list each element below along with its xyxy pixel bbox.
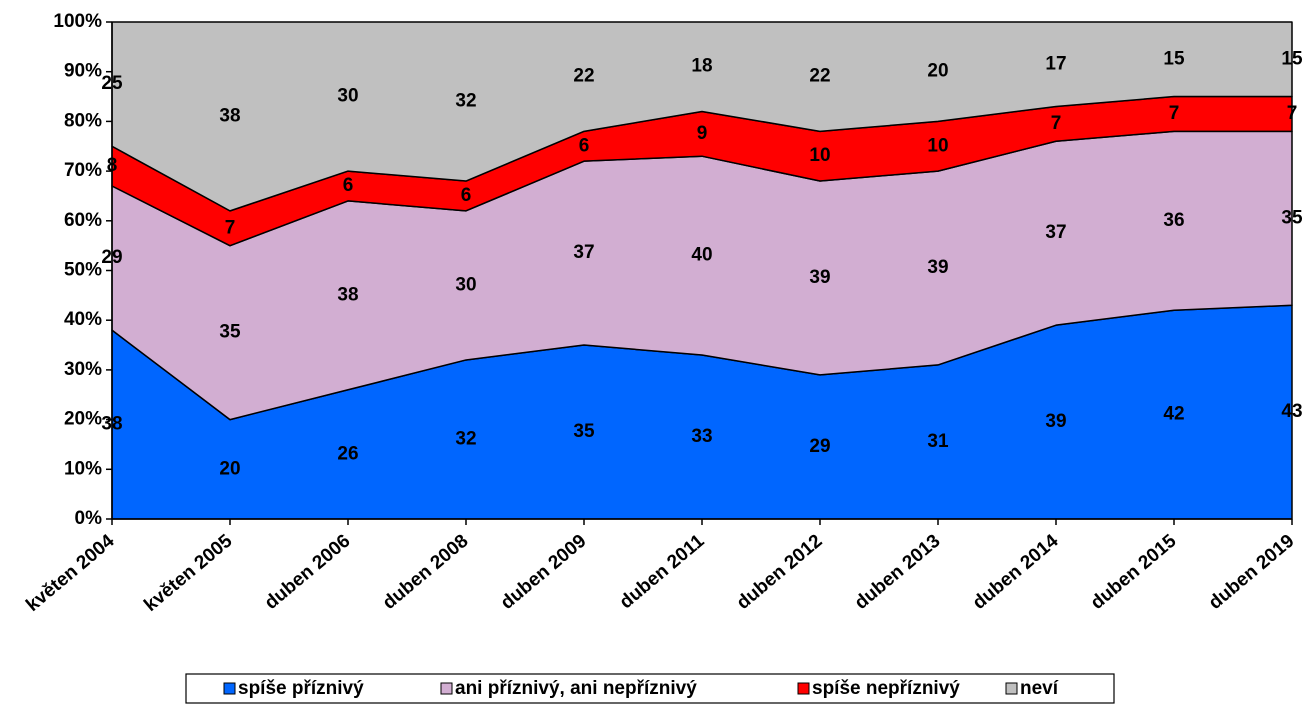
y-tick-label: 20% bbox=[64, 409, 102, 430]
data-label: 33 bbox=[691, 426, 712, 447]
y-tick-label: 50% bbox=[64, 260, 102, 281]
data-label: 6 bbox=[343, 175, 354, 196]
data-label: 10 bbox=[927, 135, 948, 156]
data-label: 29 bbox=[809, 436, 830, 457]
y-tick-label: 10% bbox=[64, 458, 102, 479]
x-tick-label: duben 2019 bbox=[1205, 531, 1299, 614]
data-label: 35 bbox=[573, 421, 595, 442]
x-tick-label: duben 2008 bbox=[379, 531, 473, 614]
data-label: 20 bbox=[927, 61, 948, 82]
data-label: 9 bbox=[697, 123, 708, 144]
legend-label: neví bbox=[1020, 678, 1059, 699]
legend-swatch bbox=[440, 682, 453, 695]
data-label: 38 bbox=[337, 284, 358, 305]
y-tick-label: 70% bbox=[64, 160, 102, 181]
x-tick-label: duben 2006 bbox=[261, 531, 355, 614]
data-label: 43 bbox=[1281, 401, 1302, 422]
data-label: 6 bbox=[461, 185, 472, 206]
data-label: 31 bbox=[927, 431, 949, 452]
data-label: 30 bbox=[337, 86, 358, 107]
data-label: 30 bbox=[455, 274, 476, 295]
legend: spíše příznivý ani příznivý, ani nepřízni… bbox=[185, 673, 1115, 704]
data-label: 7 bbox=[1051, 113, 1062, 134]
data-label: 26 bbox=[337, 443, 358, 464]
data-label: 7 bbox=[225, 217, 236, 238]
data-label: 7 bbox=[1169, 103, 1180, 124]
y-tick-label: 90% bbox=[64, 61, 102, 82]
y-tick-label: 40% bbox=[64, 309, 102, 330]
data-label: 7 bbox=[1287, 103, 1298, 124]
data-label: 32 bbox=[455, 91, 476, 112]
x-tick-label: duben 2015 bbox=[1087, 530, 1181, 614]
data-label: 18 bbox=[691, 56, 712, 77]
area bbox=[111, 21, 1293, 212]
y-tick-label: 30% bbox=[64, 359, 102, 380]
data-label: 10 bbox=[809, 145, 830, 166]
x-tick-label: duben 2013 bbox=[851, 531, 945, 614]
x-tick-label: květen 2004 bbox=[22, 530, 118, 616]
data-label: 15 bbox=[1281, 48, 1303, 69]
x-tick-label: květen 2005 bbox=[140, 530, 236, 616]
data-label: 15 bbox=[1163, 48, 1185, 69]
data-label: 37 bbox=[573, 242, 594, 263]
x-tick-label: duben 2011 bbox=[616, 530, 709, 613]
x-tick-label: duben 2009 bbox=[497, 531, 591, 614]
data-label: 39 bbox=[1045, 411, 1066, 432]
x-tick-label: duben 2014 bbox=[969, 530, 1063, 614]
legend-swatch bbox=[1005, 682, 1018, 695]
data-label: 38 bbox=[219, 105, 240, 126]
data-label: 32 bbox=[455, 428, 476, 449]
x-tick-label: duben 2012 bbox=[733, 531, 827, 614]
data-label: 40 bbox=[691, 245, 712, 266]
data-label: 36 bbox=[1163, 210, 1184, 231]
data-label: 22 bbox=[573, 66, 594, 87]
data-label: 20 bbox=[219, 458, 240, 479]
y-tick-label: 0% bbox=[75, 508, 103, 529]
data-label: 39 bbox=[809, 267, 830, 288]
legend-swatch bbox=[223, 682, 236, 695]
data-label: 17 bbox=[1045, 53, 1066, 74]
y-tick-label: 60% bbox=[64, 210, 102, 231]
data-label: 42 bbox=[1163, 404, 1184, 425]
legend-box bbox=[185, 673, 1115, 704]
data-label: 22 bbox=[809, 66, 830, 87]
data-label: 39 bbox=[927, 257, 948, 278]
data-label: 6 bbox=[579, 135, 590, 156]
data-label: 35 bbox=[1281, 207, 1303, 228]
legend-label: spíše příznivý bbox=[238, 678, 364, 699]
y-tick-label: 80% bbox=[64, 110, 102, 131]
y-tick-label: 100% bbox=[53, 11, 102, 32]
legend-swatch bbox=[797, 682, 810, 695]
data-label: 35 bbox=[219, 322, 241, 343]
legend-label: ani příznivý, ani nepříznivý bbox=[455, 678, 697, 699]
legend-label: spíše nepříznivý bbox=[812, 678, 960, 699]
data-label: 37 bbox=[1045, 222, 1066, 243]
